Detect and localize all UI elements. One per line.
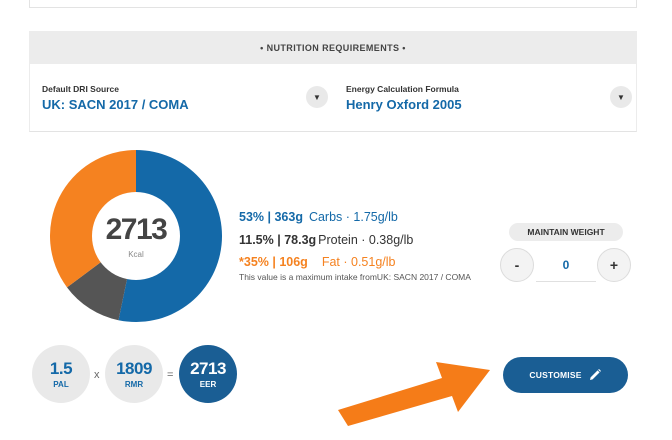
fat-limit-note: This value is a maximum intake fromUK: S…: [239, 272, 471, 282]
settings-row: Default DRI Source UK: SACN 2017 / COMA …: [29, 64, 637, 132]
rmr-value: 1809: [116, 359, 152, 378]
donut-slice-fat: [50, 150, 136, 288]
eer-circle: 2713 EER: [179, 345, 237, 403]
rmr-circle: 1809 RMR: [105, 345, 163, 403]
carbs-detail: Carbs · 1.75g/lb: [308, 210, 398, 224]
top-card-frame: [29, 0, 637, 8]
dri-source-label: Default DRI Source: [42, 84, 119, 94]
fat-amount: *35% | 106g: [239, 255, 308, 269]
dri-dropdown-button[interactable]: ▼: [306, 86, 328, 108]
energy-formula-value[interactable]: Henry Oxford 2005: [346, 97, 462, 112]
minus-icon: -: [514, 257, 520, 273]
protein-detail: Protein · 0.38g/lb: [318, 233, 414, 247]
carbs-amount: 53% | 363g: [239, 210, 303, 224]
macro-fat: *35% | 106g Fat · 0.51g/lb: [239, 255, 395, 269]
maintain-weight-label: MAINTAIN WEIGHT: [509, 223, 623, 241]
energy-dropdown-button[interactable]: ▼: [610, 86, 632, 108]
calories-unit: Kcal: [128, 250, 144, 259]
increase-weight-button[interactable]: +: [597, 248, 631, 282]
fat-detail: Fat · 0.51g/lb: [321, 255, 396, 269]
pal-value: 1.5: [49, 359, 73, 378]
customise-button[interactable]: CUSTOMISE: [503, 357, 628, 393]
equals-sign: =: [167, 369, 174, 381]
pal-circle: 1.5 PAL: [32, 345, 90, 403]
dri-source-select[interactable]: Default DRI Source UK: SACN 2017 / COMA: [42, 84, 189, 112]
donut-center: [92, 192, 180, 280]
rmr-label: RMR: [124, 380, 144, 389]
customise-label: CUSTOMISE: [529, 370, 582, 380]
plus-icon: +: [609, 257, 619, 273]
protein-amount: 11.5% | 78.3g: [239, 233, 317, 247]
macro-carbs: 53% | 363g Carbs · 1.75g/lb: [239, 210, 398, 224]
pal-label: PAL: [53, 380, 69, 389]
energy-formula-label: Energy Calculation Formula: [346, 84, 459, 94]
pencil-icon: [589, 369, 601, 380]
chevron-down-icon: ▼: [617, 92, 625, 102]
section-header: • NUTRITION REQUIREMENTS •: [29, 31, 637, 64]
dri-source-value[interactable]: UK: SACN 2017 / COMA: [42, 97, 189, 112]
energy-formula-select[interactable]: Energy Calculation Formula Henry Oxford …: [346, 84, 462, 112]
weight-adjust-input[interactable]: 0: [536, 248, 596, 282]
eer-label: EER: [199, 380, 217, 389]
chevron-down-icon: ▼: [313, 92, 321, 102]
multiply-sign: x: [94, 369, 100, 381]
calories-value: 2713: [105, 213, 168, 246]
section-title: • NUTRITION REQUIREMENTS •: [260, 42, 406, 53]
macro-protein: 11.5% | 78.3g Protein · 0.38g/lb: [239, 233, 413, 247]
orange-arrow-icon: [338, 362, 490, 426]
decrease-weight-button[interactable]: -: [500, 248, 534, 282]
macro-donut-chart: [50, 150, 222, 322]
eer-value: 2713: [190, 359, 226, 378]
